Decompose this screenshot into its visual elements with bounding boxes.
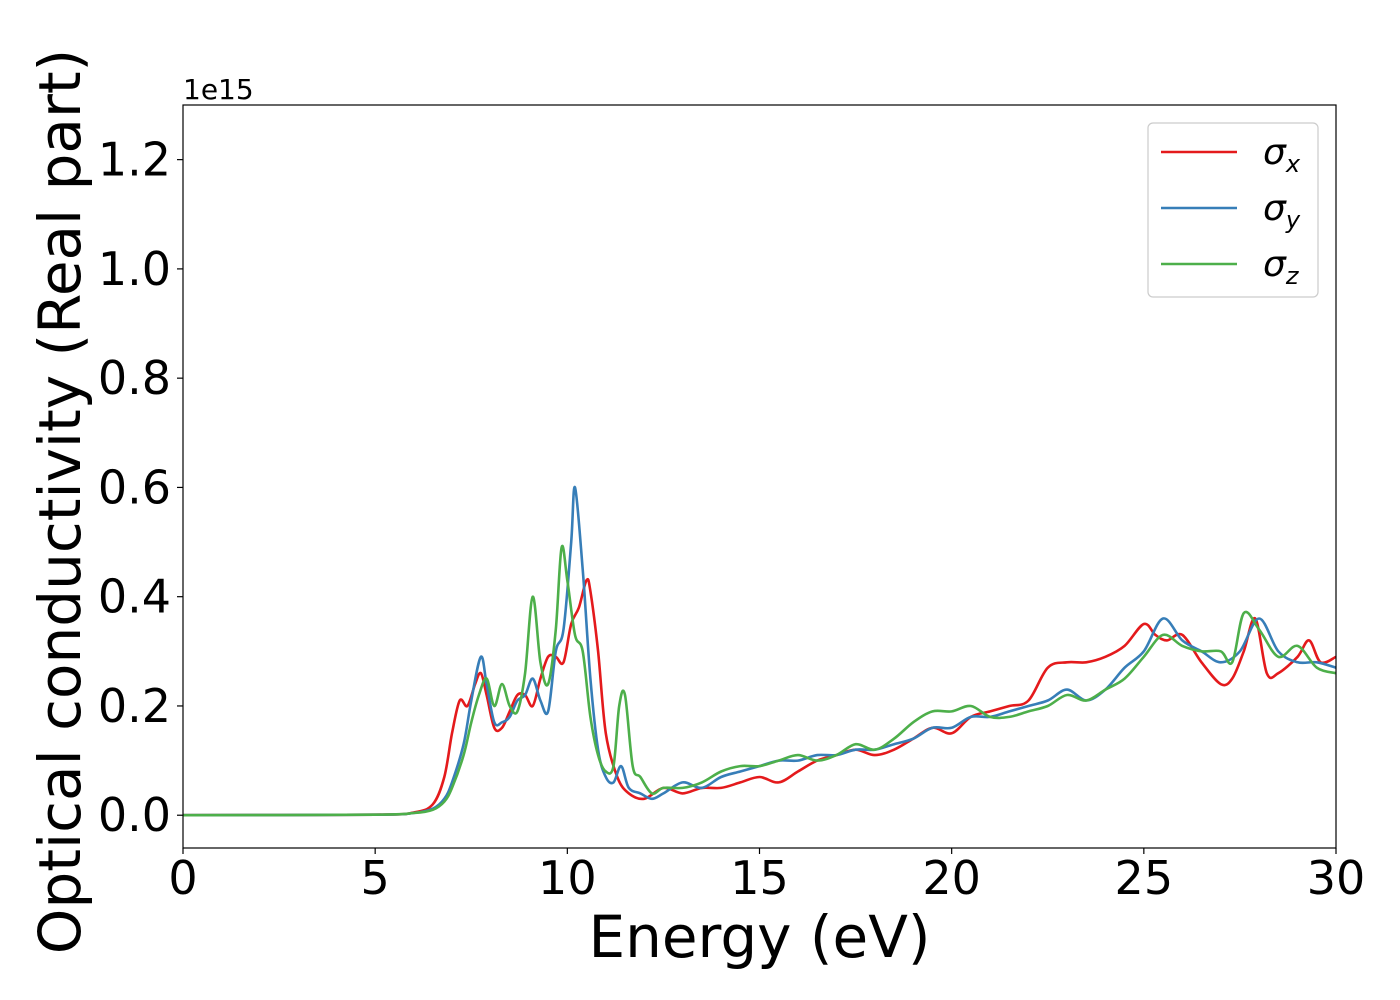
x-axis: 0 5 10 15 20 25 30	[168, 848, 1365, 905]
x-tick-label: 15	[730, 851, 789, 905]
x-tick-label: 0	[168, 851, 197, 905]
series-layer	[182, 486, 1337, 817]
x-tick-label: 25	[1115, 851, 1174, 905]
legend-label-z: σz	[1263, 244, 1300, 290]
y-tick-label: 0.2	[98, 679, 171, 733]
x-tick-label: 30	[1307, 851, 1366, 905]
legend-box	[1147, 122, 1319, 298]
y-offset-label: 1e15	[183, 73, 254, 106]
y-tick-label: 1.2	[98, 133, 171, 187]
x-tick-label: 10	[538, 851, 597, 905]
y-axis: 0.0 0.2 0.4 0.6 0.8 1.0 1.2	[98, 133, 183, 842]
legend: σx σy σz	[1147, 122, 1319, 298]
y-tick-label: 1.0	[98, 242, 171, 296]
legend-label-y: σy	[1263, 188, 1301, 234]
x-tick-label: 20	[922, 851, 981, 905]
series-line-y	[182, 486, 1337, 817]
y-axis-title: Optical conductivity (Real part)	[26, 49, 94, 954]
legend-label-x: σx	[1263, 132, 1301, 178]
x-axis-title: Energy (eV)	[588, 903, 930, 971]
y-tick-label: 0.4	[98, 570, 171, 624]
series-line-z	[182, 544, 1337, 817]
y-tick-label: 0.0	[98, 788, 171, 842]
y-tick-label: 0.8	[98, 351, 171, 405]
y-tick-label: 0.6	[98, 460, 171, 514]
x-tick-label: 5	[361, 851, 390, 905]
